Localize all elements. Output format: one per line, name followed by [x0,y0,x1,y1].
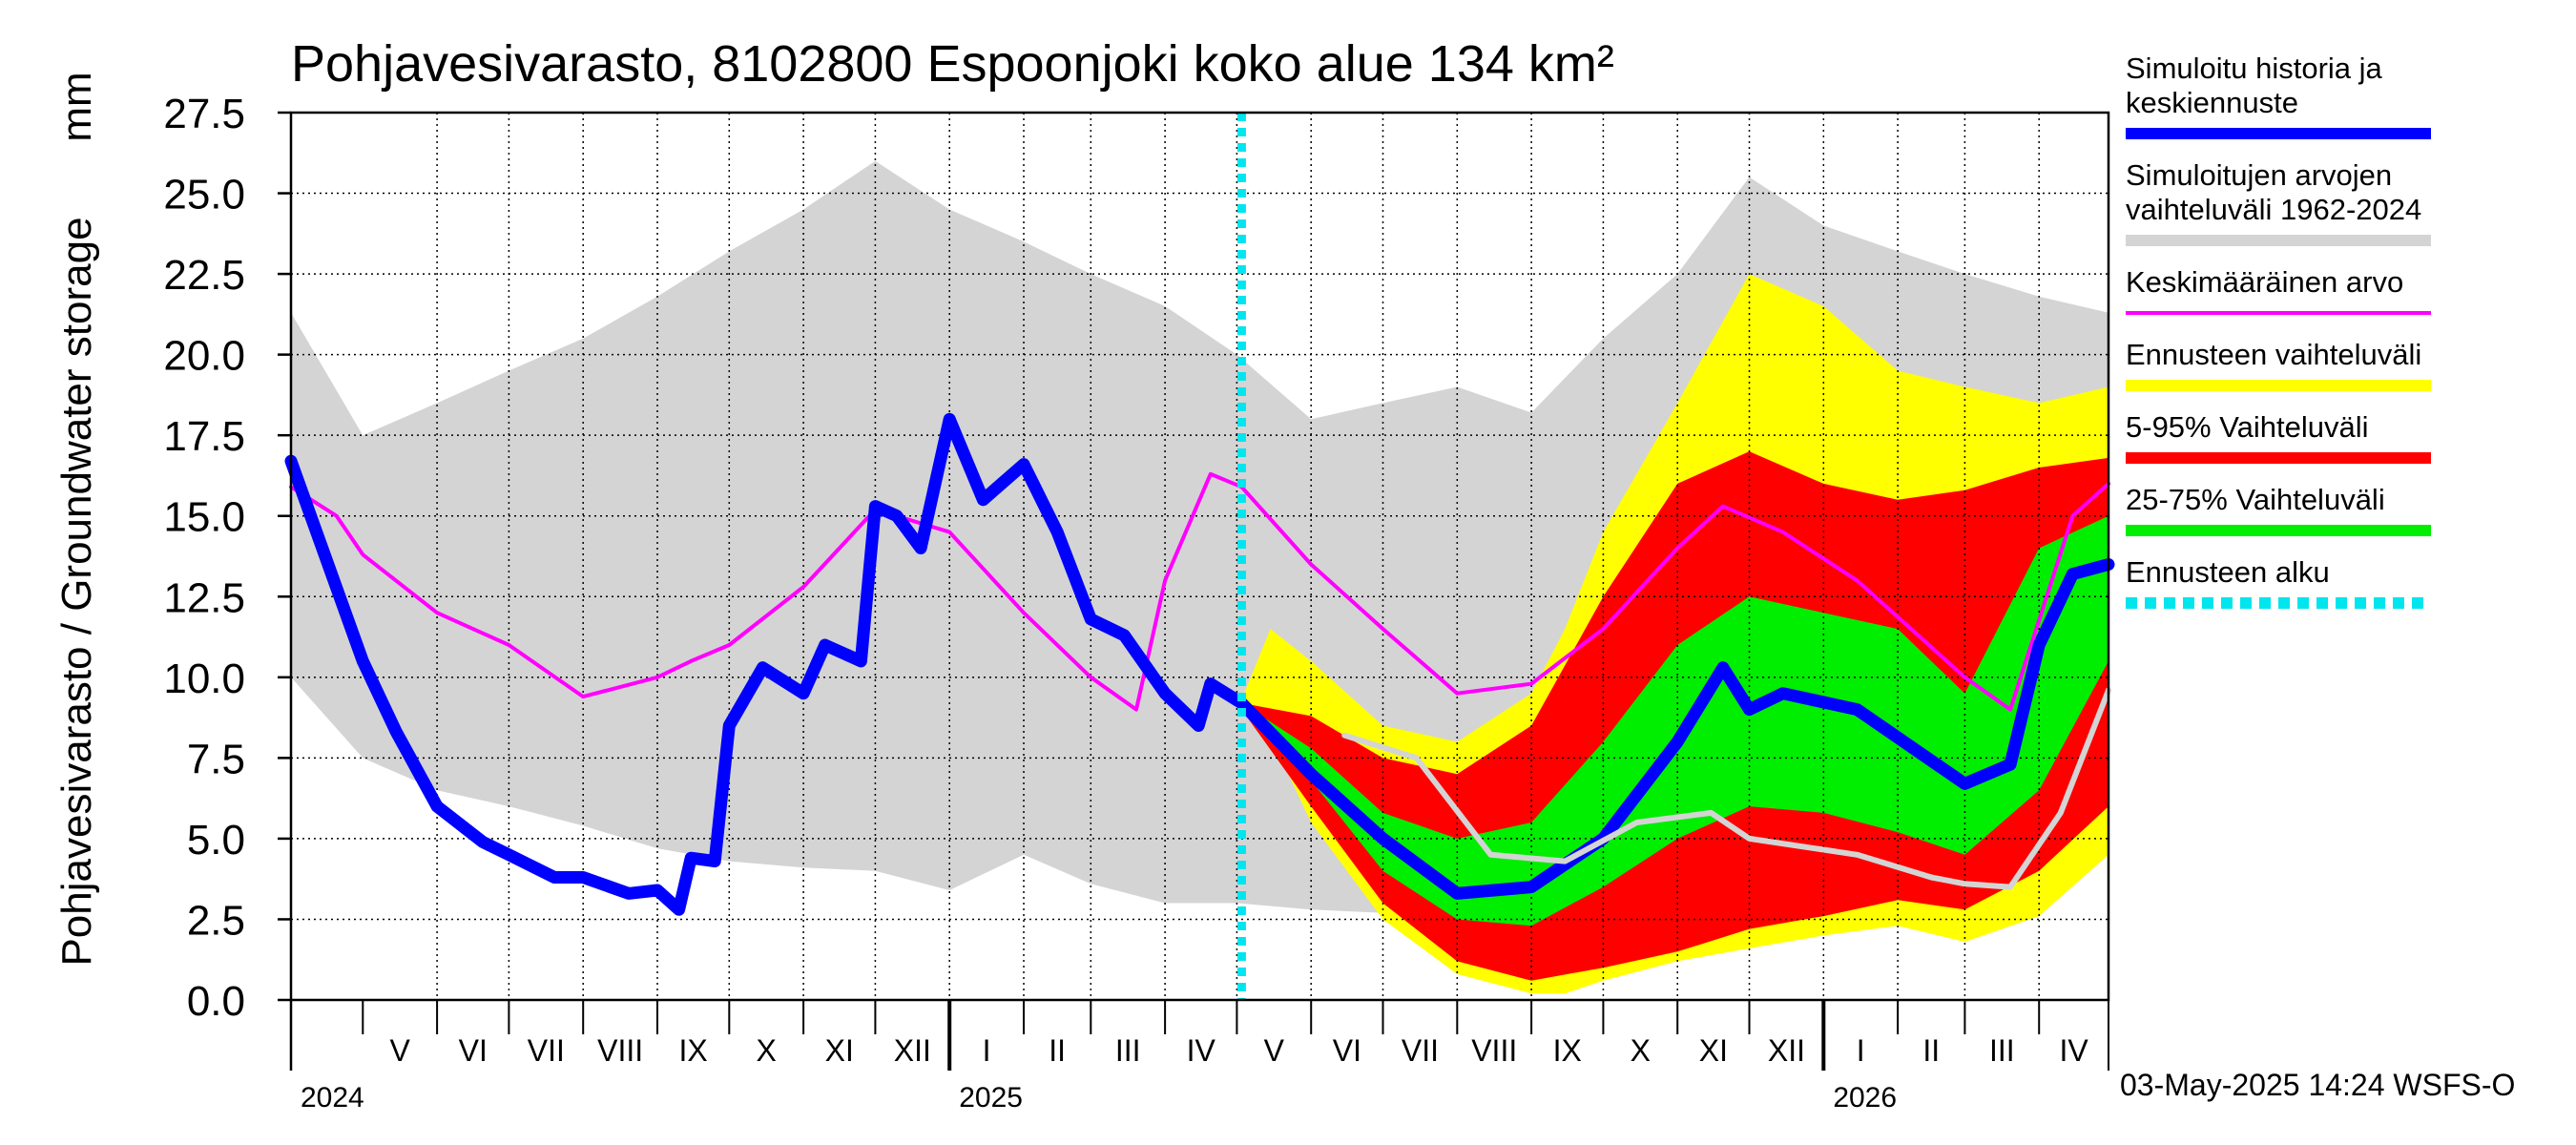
legend-label: 25-75% Vaihteluväli [2126,483,2385,516]
month-label: VIII [597,1033,643,1068]
legend-label: vaihteluväli 1962-2024 [2126,193,2421,226]
line-simuloitu-historia-ja-keskiennuste [284,412,2115,916]
legend-label: Keskimääräinen arvo [2126,265,2403,299]
y-tick-label: 17.5 [163,413,245,460]
y-tick-label: 7.5 [187,736,245,782]
month-label: X [757,1033,777,1068]
legend-label: 5-95% Vaihteluväli [2126,410,2368,444]
month-label: V [390,1033,411,1068]
plot-frame [289,111,2110,1002]
legend-label: Simuloitujen arvojen [2126,158,2392,192]
month-label: VII [528,1033,565,1068]
band-25-75-vaihteluv-li [1241,515,2109,926]
month-label: IX [679,1033,708,1068]
month-label: III [1989,1033,2015,1068]
month-label: VII [1402,1033,1439,1068]
line-keskim-r-inen-arvo [289,471,2110,712]
legend-label: Ennusteen vaihteluväli [2126,338,2421,371]
month-label: I [1857,1033,1865,1068]
y-axis-unit: mm [53,72,100,141]
month-label: VI [1333,1033,1361,1068]
year-label: 2026 [1833,1082,1897,1114]
y-tick-label: 2.5 [187,897,245,944]
y-tick-label: 15.0 [163,494,245,541]
y-tick-label: 25.0 [163,172,245,219]
month-label: III [1115,1033,1141,1068]
month-label: XII [1768,1033,1805,1068]
y-tick-label: 10.0 [163,656,245,702]
month-label: XI [1699,1033,1728,1068]
month-label: IX [1553,1033,1582,1068]
axes-layer: 0.0 2.5 5.0 7.5 10.0 12.5 15.0 17.5 20.0 22.5 25.0… [163,91,2110,1114]
month-label: X [1631,1033,1651,1068]
month-label: II [1922,1033,1940,1068]
band-layer [291,160,2109,994]
line-series [1341,687,2111,890]
month-label: XII [894,1033,931,1068]
y-tick-label: 27.5 [163,91,245,137]
y-tick-label: 20.0 [163,333,245,380]
month-label: IV [1187,1033,1216,1068]
month-label: VI [459,1033,488,1068]
month-label: II [1049,1033,1066,1068]
month-label: I [983,1033,991,1068]
chart-title: Pohjavesivarasto, 8102800 Espoonjoki kok… [291,35,1614,93]
line-layer [284,113,2115,1000]
y-tick-label: 0.0 [187,978,245,1025]
y-tick-label: 22.5 [163,252,245,299]
year-label: 2024 [301,1082,364,1114]
legend-label: Simuloitu historia ja [2126,52,2383,85]
y-axis-label: Pohjavesivarasto / Groundwater storage [53,217,100,966]
y-tick-label: 5.0 [187,817,245,864]
y-tick-label: 12.5 [163,574,245,621]
timestamp: 03-May-2025 14:24 WSFS-O [2120,1068,2515,1102]
legend-label: Ennusteen alku [2126,555,2330,589]
month-label: IV [2059,1033,2088,1068]
month-label: V [1264,1033,1285,1068]
legend-label: keskiennuste [2126,86,2298,119]
month-label: VIII [1471,1033,1517,1068]
year-label: 2025 [959,1082,1023,1114]
month-label: XI [825,1033,854,1068]
